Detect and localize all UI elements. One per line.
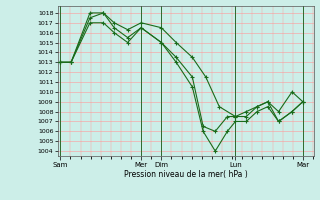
- X-axis label: Pression niveau de la mer( hPa ): Pression niveau de la mer( hPa ): [124, 170, 247, 179]
